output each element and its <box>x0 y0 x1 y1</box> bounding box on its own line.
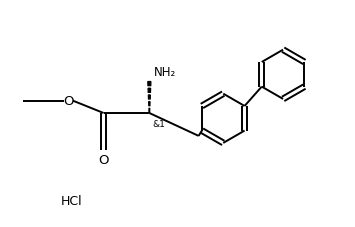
Text: &1: &1 <box>152 120 165 129</box>
Polygon shape <box>148 82 151 86</box>
Text: O: O <box>98 154 109 167</box>
Polygon shape <box>148 96 150 99</box>
Text: HCl: HCl <box>61 195 83 207</box>
Polygon shape <box>148 89 151 93</box>
Text: NH₂: NH₂ <box>154 66 176 79</box>
Text: O: O <box>63 95 73 108</box>
Polygon shape <box>149 102 150 106</box>
Polygon shape <box>149 109 150 113</box>
